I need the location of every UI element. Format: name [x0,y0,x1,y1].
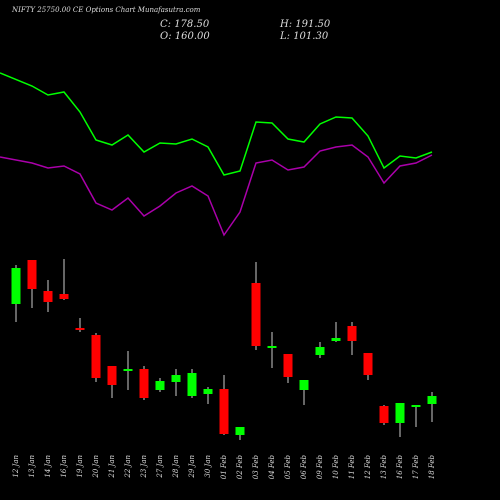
x-tick-label: 16 Jan [60,455,68,478]
x-tick-label: 20 Jan [92,455,100,479]
candle-body [91,335,101,378]
x-tick-label: 02 Feb [236,454,244,479]
candle-body [315,347,325,355]
candle-body [395,403,405,423]
x-tick-label: 29 Jan [188,455,196,479]
candle-body [411,405,421,407]
x-tick-label: 12 Feb [364,454,372,479]
x-tick-label: 06 Feb [300,454,308,479]
candle-body [331,338,341,341]
candle-body [267,346,277,348]
candle-body [43,291,53,302]
candle-body [59,294,69,299]
x-tick-label: 16 Feb [396,454,404,479]
candle-body [75,328,85,330]
candle-body [11,268,21,304]
x-tick-label: 09 Feb [316,454,324,479]
x-tick-label: 12 Jan [12,455,20,478]
candle-body [379,406,389,423]
x-tick-label: 18 Feb [428,454,436,479]
x-tick-label: 11 Feb [348,454,356,479]
candle-body [155,381,165,390]
x-tick-label: 30 Jan [204,455,212,478]
x-tick-label: 19 Jan [76,455,84,478]
candle-body [427,396,437,404]
candle-body [363,353,373,375]
candle-body [235,427,245,435]
candle-body [123,369,133,371]
candle-body [299,380,309,390]
chart-title: NIFTY 25750.00 CE Options Chart Munafasu… [11,6,201,14]
candle-body [283,354,293,377]
stat-high: H: 191.50 [279,19,331,30]
x-tick-label: 13 Jan [28,455,36,478]
x-tick-label: 28 Jan [172,455,180,479]
x-tick-label: 05 Feb [284,454,292,479]
indicator-line [0,72,433,176]
candle-body [203,389,213,394]
candle-body [219,389,229,434]
stat-close: C: 178.50 [160,19,210,30]
x-tick-label: 13 Feb [380,454,388,479]
x-tick-label: 10 Feb [332,454,340,479]
candle-body [187,373,197,396]
candle-body [171,375,181,382]
x-tick-label: 21 Jan [108,455,116,479]
candle-body [107,366,117,385]
x-tick-label: 27 Jan [156,455,164,479]
stat-low: L: 101.30 [279,31,329,42]
candle-body [347,326,357,341]
x-tick-label: 03 Feb [252,454,260,479]
indicator-line [0,144,433,237]
x-tick-label: 14 Jan [44,455,52,478]
candle-body [27,260,37,289]
candle-body [251,283,261,346]
x-tick-label: 04 Feb [268,454,276,479]
x-tick-label: 17 Feb [412,454,420,479]
x-tick-label: 01 Feb [220,454,228,479]
x-tick-label: 23 Jan [140,455,148,479]
x-tick-label: 22 Jan [124,455,132,479]
stat-open: O: 160.00 [160,31,210,42]
candle-body [139,369,149,398]
